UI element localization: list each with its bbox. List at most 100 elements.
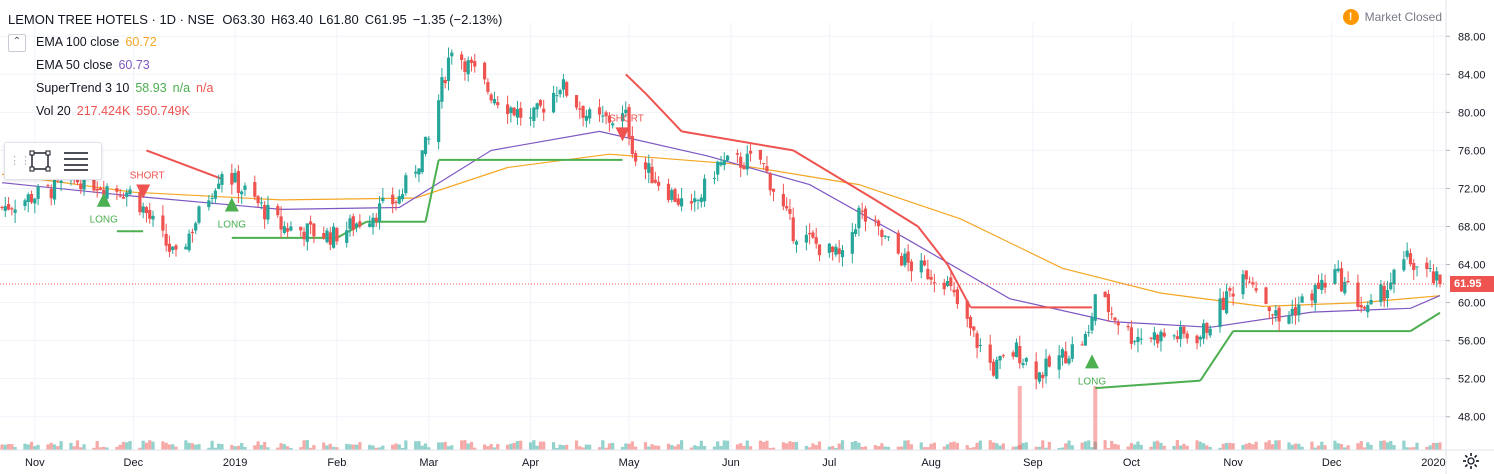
- volume-bar: [620, 446, 625, 450]
- indicator-value: 217.424K: [76, 104, 131, 118]
- volume-bar: [49, 442, 53, 450]
- volume-bar: [565, 444, 569, 450]
- volume-bar: [1346, 445, 1350, 450]
- candle-body: [105, 186, 109, 199]
- candle-body: [190, 231, 195, 234]
- indicator-row[interactable]: SuperTrend 3 10 58.93 n/a n/a: [8, 77, 502, 100]
- candle-body: [492, 99, 497, 104]
- candle-body: [519, 107, 523, 118]
- x-tick-label: Sep: [1023, 457, 1043, 469]
- candle-body: [259, 202, 263, 204]
- volume-bar: [1428, 445, 1432, 450]
- candle-body: [827, 243, 831, 253]
- candle-body: [423, 136, 428, 155]
- volume-bar: [220, 444, 224, 450]
- volume-bar: [331, 446, 336, 450]
- volume-bar: [82, 444, 86, 450]
- time-axis[interactable]: Nov Dec 2019 Feb Mar Apr May Jun Jul Aug Sep Oct Nov…: [0, 449, 1494, 469]
- candle-body: [1346, 280, 1350, 283]
- candle-body: [440, 77, 444, 102]
- candle-body: [837, 248, 841, 255]
- volume-bar: [1339, 444, 1344, 450]
- candle-body: [1244, 270, 1248, 280]
- candle-body: [542, 108, 546, 113]
- volume-bar: [725, 440, 730, 450]
- volume-bar: [634, 446, 638, 450]
- candle-body: [1136, 336, 1140, 342]
- candle-body: [1149, 337, 1153, 339]
- market-status[interactable]: ! Market Closed: [1342, 9, 1442, 25]
- candle-body: [1060, 349, 1065, 358]
- candle-body: [1428, 268, 1432, 270]
- candle-body: [1362, 306, 1367, 309]
- candle-body: [762, 162, 766, 164]
- volume-bar: [167, 444, 172, 450]
- candle-body: [141, 206, 145, 213]
- indicator-row[interactable]: EMA 50 close 60.73: [8, 54, 502, 77]
- candle-body: [486, 82, 490, 92]
- candle-body: [3, 206, 7, 211]
- volume-bar: [1267, 440, 1271, 450]
- volume-spike-bar: [1017, 386, 1022, 450]
- volume-bar: [643, 442, 648, 450]
- collapse-legend-icon[interactable]: ⌃: [8, 33, 26, 52]
- volume-bar: [1175, 440, 1179, 450]
- volume-bar: [423, 443, 428, 450]
- candle-body: [138, 192, 142, 213]
- candle-body: [184, 246, 188, 250]
- drag-handle-icon[interactable]: ⋮⋮: [9, 154, 31, 167]
- candle-body: [1218, 298, 1222, 328]
- candle-body: [758, 149, 762, 160]
- volume-bar: [345, 443, 349, 450]
- volume-bar: [75, 440, 80, 450]
- volume-bar: [102, 446, 106, 450]
- candle-body: [666, 183, 671, 201]
- y-tick-label: 80.00: [1458, 107, 1486, 119]
- symbol-title[interactable]: LEMON TREE HOTELS · 1D · NSE: [8, 12, 215, 27]
- supertrend-segment: [336, 220, 367, 239]
- candle-body: [811, 232, 815, 238]
- candle-body: [443, 79, 447, 84]
- candle-body: [417, 168, 421, 175]
- candle-body: [945, 280, 950, 286]
- volume-bar: [863, 446, 868, 450]
- candle-body: [29, 194, 34, 203]
- candle-body: [1175, 336, 1179, 340]
- rectangle-tool-button[interactable]: [25, 146, 55, 176]
- indicator-row[interactable]: Vol 20 217.424K 550.749K: [8, 100, 502, 123]
- candle-body: [400, 194, 405, 200]
- candle-body: [1231, 293, 1235, 297]
- volume-bar: [831, 446, 835, 450]
- chart-legend: LEMON TREE HOTELS · 1D · NSE O63.30 H63.4…: [8, 8, 502, 123]
- candle-body: [834, 246, 838, 255]
- candle-body: [1431, 271, 1436, 284]
- settings-gear-icon[interactable]: [1462, 452, 1480, 470]
- indicator-list: ⌃ EMA 100 close 60.72 EMA 50 close 60.73 Supe…: [8, 31, 502, 123]
- ohlc-l: L61.80: [318, 12, 359, 27]
- indicator-row[interactable]: ⌃ EMA 100 close 60.72: [8, 31, 502, 54]
- candle-body: [59, 180, 63, 183]
- indicator-name: EMA 100 close: [36, 35, 120, 49]
- volume-bar: [397, 444, 401, 450]
- price-axis[interactable]: 48.00 52.00 56.00 60.00 64.00 68.00 72.00 76.00…: [1445, 0, 1486, 474]
- candle-body: [584, 115, 588, 121]
- volume-bar: [95, 441, 99, 450]
- candle-body: [1435, 271, 1439, 281]
- volume-bar: [991, 442, 996, 450]
- candle-body: [808, 232, 812, 235]
- candle-body: [791, 217, 795, 242]
- candle-body: [1044, 358, 1048, 377]
- volume-bar: [978, 440, 982, 450]
- volume-bar: [1320, 441, 1324, 450]
- candle-body: [171, 246, 175, 251]
- volume-bar: [450, 445, 454, 450]
- volume-bar: [1244, 443, 1248, 450]
- volume-bar: [1083, 441, 1088, 450]
- candle-body: [1014, 342, 1019, 358]
- candle-body: [161, 215, 165, 231]
- candle-body: [115, 188, 119, 192]
- candle-body: [676, 198, 680, 205]
- lines-tool-button[interactable]: [61, 146, 91, 176]
- candle-body: [1320, 279, 1324, 291]
